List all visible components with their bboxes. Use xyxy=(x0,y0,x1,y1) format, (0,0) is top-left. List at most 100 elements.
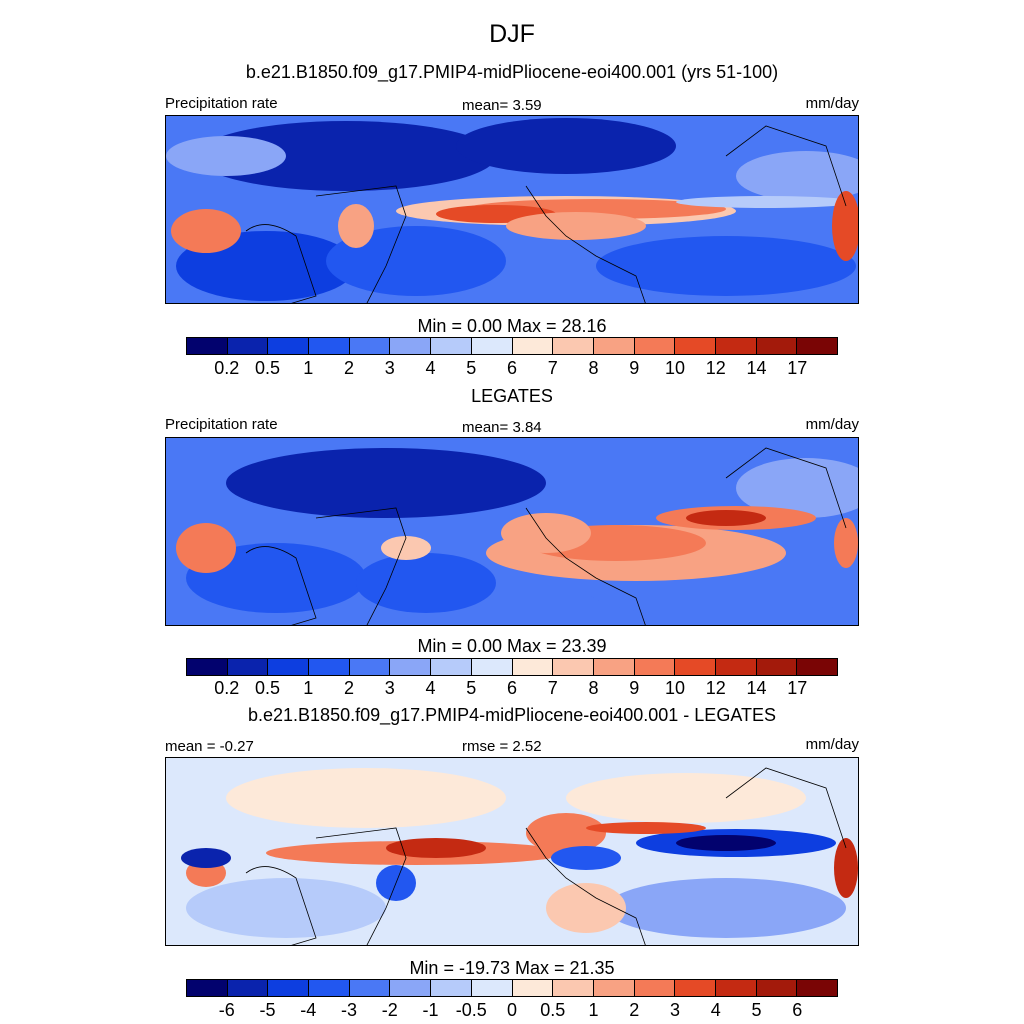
colorbar-tick-label: 0.2 xyxy=(214,358,240,378)
panel3-title: b.e21.B1850.f09_g17.PMIP4-midPliocene-eo… xyxy=(248,705,776,725)
colorbar-swatch xyxy=(634,659,676,675)
colorbar-tick-label: 6 xyxy=(506,678,518,698)
panel1-left-label: Precipitation rate xyxy=(165,95,278,112)
colorbar-swatch xyxy=(634,338,676,354)
colorbar-swatch xyxy=(309,980,350,996)
colorbar-tick-label: 10 xyxy=(664,678,686,698)
colorbar-swatch xyxy=(675,659,716,675)
colorbar-swatch xyxy=(797,659,837,675)
panel2-minmax: Min = 0.00 Max = 23.39 xyxy=(417,636,607,656)
panel2-colorbar xyxy=(186,658,838,676)
colorbar-tick-label: -3 xyxy=(340,1000,358,1020)
panel3-mean-label: mean = -0.27 xyxy=(165,738,254,755)
panel1-minmax: Min = 0.00 Max = 28.16 xyxy=(417,316,607,336)
colorbar-tick-label: 5 xyxy=(466,678,477,698)
colorbar-swatch xyxy=(553,980,594,996)
colorbar-tick-label: 0.5 xyxy=(254,358,281,378)
colorbar-tick-label: 12 xyxy=(705,678,726,698)
colorbar-swatch xyxy=(715,338,757,354)
colorbar-swatch xyxy=(593,659,635,675)
panel3-minmax: Min = -19.73 Max = 21.35 xyxy=(409,958,615,978)
colorbar-swatch xyxy=(268,980,310,996)
colorbar-tick-label: 5 xyxy=(466,358,477,378)
colorbar-tick-label: 4 xyxy=(710,1000,721,1020)
figure-title: DJF xyxy=(489,20,535,48)
panel3-units-label: mm/day xyxy=(805,736,859,753)
colorbar-tick-label: 3 xyxy=(669,1000,681,1020)
colorbar-swatch xyxy=(309,338,350,354)
colorbar-tick-label: 3 xyxy=(384,678,395,698)
colorbar-tick-label: 2 xyxy=(343,678,355,698)
colorbar-tick-label: 14 xyxy=(746,358,767,378)
colorbar-tick-label: 9 xyxy=(629,678,640,698)
colorbar-swatch xyxy=(349,338,391,354)
panel2-colorbar-ticks: 0.2 0.5 1 2 3 4 5 6 7 8 9 10 12 14 17 xyxy=(186,678,838,698)
colorbar-swatch xyxy=(431,659,472,675)
colorbar-swatch xyxy=(756,659,798,675)
panel2-title: LEGATES xyxy=(471,386,553,406)
panel3-map xyxy=(165,757,859,946)
colorbar-swatch xyxy=(268,659,310,675)
colorbar-swatch xyxy=(390,659,432,675)
colorbar-tick-label: 5 xyxy=(751,1000,762,1020)
colorbar-tick-label: 17 xyxy=(787,358,808,378)
colorbar-swatch xyxy=(553,338,594,354)
colorbar-swatch xyxy=(593,980,635,996)
colorbar-tick-label: -2 xyxy=(381,1000,398,1020)
colorbar-swatch xyxy=(390,338,432,354)
colorbar-tick-label: 4 xyxy=(425,358,436,378)
colorbar-swatch xyxy=(797,338,837,354)
colorbar-tick-label: 8 xyxy=(588,358,599,378)
colorbar-swatch xyxy=(431,980,472,996)
colorbar-swatch xyxy=(309,659,350,675)
colorbar-tick-label: 2 xyxy=(343,358,355,378)
panel1-mean-label: mean= 3.59 xyxy=(462,97,542,114)
colorbar-tick-label: 0.5 xyxy=(254,678,281,698)
panel3-colorbar xyxy=(186,979,838,997)
colorbar-tick-label: 0.2 xyxy=(214,678,240,698)
panel2-units-label: mm/day xyxy=(805,416,859,433)
colorbar-swatch xyxy=(187,980,228,996)
colorbar-swatch xyxy=(471,980,513,996)
colorbar-swatch xyxy=(634,980,676,996)
colorbar-tick-label: 6 xyxy=(506,358,518,378)
colorbar-tick-label: 3 xyxy=(384,358,395,378)
colorbar-tick-label: 14 xyxy=(746,678,767,698)
colorbar-tick-label: 7 xyxy=(547,358,558,378)
panel2-map xyxy=(165,437,859,626)
colorbar-tick-label: 17 xyxy=(787,678,808,698)
colorbar-swatch xyxy=(512,338,554,354)
colorbar-tick-label: 0 xyxy=(506,1000,518,1020)
colorbar-swatch xyxy=(675,980,716,996)
colorbar-tick-label: 6 xyxy=(792,1000,803,1020)
colorbar-swatch xyxy=(227,659,269,675)
colorbar-tick-label: 8 xyxy=(588,678,599,698)
panel1-map xyxy=(165,115,859,304)
colorbar-swatch xyxy=(187,659,228,675)
colorbar-tick-label: -5 xyxy=(259,1000,276,1020)
colorbar-swatch xyxy=(756,980,798,996)
colorbar-tick-label: 7 xyxy=(547,678,558,698)
colorbar-swatch xyxy=(715,659,757,675)
panel1-colorbar xyxy=(186,337,838,355)
colorbar-swatch xyxy=(227,338,269,354)
colorbar-tick-label: -4 xyxy=(300,1000,317,1020)
colorbar-swatch xyxy=(593,338,635,354)
colorbar-tick-label: 4 xyxy=(425,678,436,698)
colorbar-swatch xyxy=(756,338,798,354)
colorbar-swatch xyxy=(471,659,513,675)
colorbar-swatch xyxy=(675,338,716,354)
panel3-rmse-label: rmse = 2.52 xyxy=(462,738,542,755)
colorbar-tick-label: 1 xyxy=(588,1000,599,1020)
colorbar-tick-label: 12 xyxy=(705,358,726,378)
colorbar-tick-label: 10 xyxy=(664,358,686,378)
colorbar-swatch xyxy=(227,980,269,996)
colorbar-swatch xyxy=(512,980,554,996)
colorbar-tick-label: 2 xyxy=(629,1000,640,1020)
panel2-left-label: Precipitation rate xyxy=(165,416,278,433)
colorbar-swatch xyxy=(471,338,513,354)
colorbar-tick-label: 1 xyxy=(303,678,314,698)
colorbar-tick-label: 0.5 xyxy=(540,1000,566,1020)
panel3-colorbar-ticks: -6 -5 -4 -3 -2 -1 -0.5 0 0.5 1 2 3 4 5 6 xyxy=(186,1000,838,1020)
colorbar-swatch xyxy=(553,659,594,675)
